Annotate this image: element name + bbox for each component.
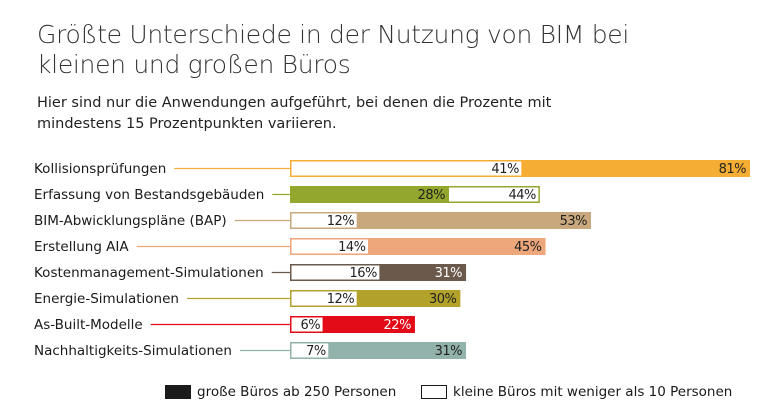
bar-small-offices bbox=[290, 264, 381, 281]
value-label-large: 30% bbox=[429, 292, 457, 307]
value-label-small: 6% bbox=[300, 318, 320, 333]
value-label-large: 31% bbox=[435, 344, 463, 359]
bar-large-offices bbox=[290, 212, 591, 229]
value-label-small: 14% bbox=[338, 240, 366, 255]
legend-swatch-outline bbox=[421, 385, 447, 399]
value-label-large: 31% bbox=[435, 266, 463, 281]
bar-large-offices bbox=[290, 342, 467, 359]
legend-item-small: kleine Büros mit weniger als 10 Personen bbox=[421, 384, 732, 400]
legend-label-small: kleine Büros mit weniger als 10 Personen bbox=[453, 384, 733, 400]
legend-swatch-filled bbox=[165, 385, 191, 399]
value-label-small: 12% bbox=[327, 292, 355, 307]
bar-small-offices bbox=[290, 212, 359, 229]
category-label: BIM-Abwicklungspläne (BAP) bbox=[34, 213, 227, 229]
category-label: Erstellung AIA bbox=[34, 239, 129, 255]
category-label: Kostenmanagement-Simulationen bbox=[34, 265, 264, 281]
bar-large-offices bbox=[290, 186, 450, 203]
value-label-large: 53% bbox=[560, 214, 588, 229]
legend-item-large: große Büros ab 250 Personen bbox=[165, 384, 396, 400]
legend-label-large: große Büros ab 250 Personen bbox=[197, 384, 397, 400]
value-label-small: 16% bbox=[349, 266, 377, 281]
bar-small-offices bbox=[290, 160, 523, 177]
value-label-small: 7% bbox=[306, 344, 326, 359]
bar-small-offices bbox=[290, 342, 330, 359]
value-label-large: 28% bbox=[418, 188, 446, 203]
category-label: Energie-Simulationen bbox=[34, 291, 179, 307]
value-label-large: 22% bbox=[384, 318, 412, 333]
category-label: As-Built-Modelle bbox=[34, 317, 143, 333]
value-label-small: 44% bbox=[508, 188, 536, 203]
bar-small-offices bbox=[290, 316, 325, 333]
category-label: Kollisionsprüfungen bbox=[34, 161, 166, 177]
category-label: Nachhaltigkeits-Simulationen bbox=[34, 343, 232, 359]
bar-small-offices bbox=[290, 290, 359, 307]
chart-subtitle: Hier sind nur die Anwendungen aufgeführt… bbox=[37, 95, 552, 132]
category-label: Erfassung von Bestandsgebäuden bbox=[34, 187, 264, 203]
value-label-large: 81% bbox=[719, 162, 747, 177]
bar-small-offices bbox=[290, 238, 370, 255]
value-label-small: 41% bbox=[491, 162, 519, 177]
value-label-small: 12% bbox=[327, 214, 355, 229]
value-label-large: 45% bbox=[514, 240, 542, 255]
chart-title: Größte Unterschiede in der Nutzung von B… bbox=[37, 20, 630, 79]
